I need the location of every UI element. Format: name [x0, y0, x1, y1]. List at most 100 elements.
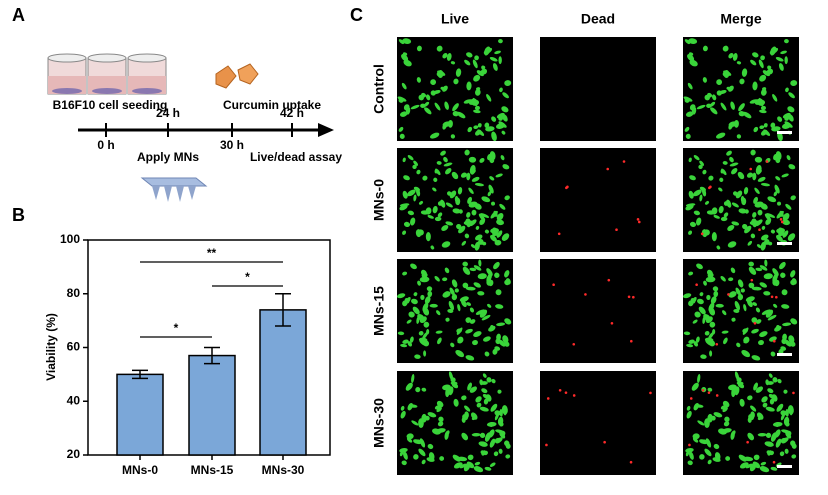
- dead-cell: [546, 397, 550, 400]
- live-cell: [479, 218, 486, 225]
- live-cell: [469, 307, 475, 313]
- live-cell: [790, 270, 796, 278]
- live-cell: [726, 150, 732, 156]
- live-cell: [410, 217, 416, 226]
- live-cell: [768, 373, 773, 378]
- dead-cell: [780, 220, 784, 224]
- live-cell: [472, 169, 476, 174]
- live-cell: [436, 400, 444, 408]
- live-cell: [398, 39, 405, 45]
- live-cell: [737, 293, 744, 301]
- live-cell: [441, 241, 451, 248]
- live-cell: [481, 314, 491, 321]
- live-cell: [750, 149, 756, 156]
- live-cell: [419, 438, 426, 448]
- dead-cell: [689, 397, 693, 400]
- live-cell: [470, 412, 478, 420]
- live-cell: [425, 94, 431, 101]
- live-cell: [778, 63, 784, 71]
- live-cell: [764, 259, 768, 267]
- live-cell: [702, 316, 706, 324]
- live-cell: [406, 437, 413, 443]
- live-cell: [760, 183, 770, 187]
- live-cell: [747, 417, 752, 423]
- live-cell: [718, 205, 724, 214]
- live-cell: [495, 289, 502, 296]
- live-cell: [777, 201, 782, 206]
- live-cell: [759, 466, 770, 473]
- live-cell: [484, 229, 489, 234]
- live-cell: [475, 396, 482, 403]
- live-cell: [436, 71, 442, 77]
- dead-cell: [637, 220, 641, 224]
- dead-cell: [746, 440, 749, 444]
- live-cell: [489, 438, 496, 448]
- live-cell: [695, 336, 700, 343]
- live-cell: [432, 205, 438, 214]
- live-cell: [445, 202, 453, 208]
- dead-cell: [700, 232, 704, 236]
- live-cell: [466, 302, 472, 306]
- live-cell: [452, 111, 459, 117]
- live-cell: [759, 125, 765, 130]
- live-cell: [461, 417, 466, 423]
- live-cell: [743, 303, 747, 312]
- live-cell: [719, 177, 724, 183]
- live-cell: [419, 200, 424, 205]
- live-cell: [769, 450, 774, 456]
- live-cell: [458, 209, 463, 214]
- live-cell: [756, 244, 762, 249]
- live-cell: [475, 225, 480, 230]
- live-cell: [759, 74, 767, 82]
- live-cell: [492, 348, 498, 355]
- live-cell: [417, 229, 424, 236]
- live-cell: [699, 439, 708, 445]
- live-cell: [464, 411, 469, 419]
- time-label: 24 h: [156, 106, 180, 120]
- live-cell: [416, 45, 422, 52]
- live-cell: [417, 280, 421, 286]
- live-cell: [505, 454, 511, 459]
- live-cell: [763, 123, 768, 128]
- live-cell: [763, 291, 771, 296]
- live-cell: [460, 172, 468, 178]
- live-cell: [442, 277, 448, 282]
- live-cell: [736, 342, 741, 348]
- live-cell: [473, 331, 482, 338]
- live-cell: [406, 319, 412, 324]
- live-cell: [769, 398, 775, 405]
- live-cell: [721, 168, 727, 176]
- live-cell: [449, 287, 455, 296]
- dead-cell: [758, 228, 761, 231]
- live-cell: [461, 395, 467, 401]
- live-cell: [761, 309, 771, 315]
- live-cell: [410, 104, 420, 110]
- live-cell: [751, 218, 757, 225]
- live-cell: [498, 39, 503, 44]
- bar: [259, 309, 307, 456]
- live-cell: [478, 259, 482, 267]
- live-cell: [718, 428, 727, 435]
- live-cell: [461, 240, 467, 246]
- live-cell: [780, 272, 786, 278]
- live-cell: [694, 404, 704, 408]
- live-cell: [437, 421, 444, 427]
- live-cell: [433, 177, 438, 183]
- live-cell: [696, 263, 703, 270]
- live-cell: [728, 121, 738, 127]
- live-cell: [492, 63, 498, 71]
- panel-label: A: [12, 5, 25, 25]
- live-cell: [420, 103, 426, 108]
- live-cell: [457, 303, 461, 312]
- live-cell: [731, 221, 740, 226]
- live-cell: [465, 317, 472, 323]
- live-cell: [779, 451, 785, 457]
- live-cell: [416, 316, 420, 324]
- live-cell: [688, 451, 694, 460]
- live-cell: [402, 157, 406, 163]
- live-cell: [699, 160, 705, 166]
- live-cell: [694, 311, 701, 318]
- live-cell: [457, 338, 463, 344]
- live-cell: [780, 410, 787, 416]
- live-cell: [781, 289, 788, 296]
